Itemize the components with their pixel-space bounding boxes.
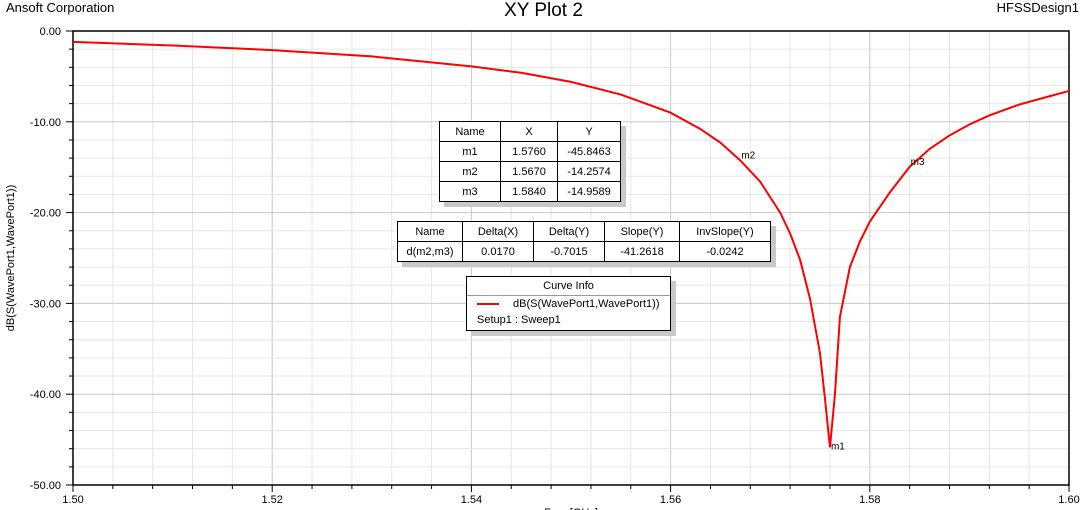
header-y: Y: [557, 121, 621, 142]
x-tick-label: 1.56: [660, 494, 681, 506]
table-row: m3 1.5840 -14.9589: [439, 181, 621, 202]
cell: 1.5760: [500, 141, 558, 162]
header-invslope: InvSlope(Y): [679, 221, 771, 242]
y-axis-label: dB(S(WavePort1,WavePort1)): [5, 185, 17, 332]
header-x: X: [500, 121, 558, 142]
legend-entry[interactable]: dB(S(WavePort1,WavePort1)): [467, 296, 670, 312]
legend-swatch: [477, 303, 499, 305]
curve-info-legend[interactable]: Curve Info dB(S(WavePort1,WavePort1)) Se…: [466, 276, 671, 331]
cell: m3: [439, 181, 501, 202]
cell: -14.2574: [557, 161, 621, 182]
table-row: m1 1.5760 -45.8463: [439, 141, 621, 162]
plot-frame: [72, 30, 1070, 486]
cell: -45.8463: [557, 141, 621, 162]
x-tick-label: 1.54: [461, 494, 482, 506]
cell: m1: [439, 141, 501, 162]
curve-info-title: Curve Info: [467, 277, 670, 296]
header-delta-y: Delta(Y): [533, 221, 605, 242]
series-line: [72, 40, 1070, 448]
delta-table: Name Delta(X) Delta(Y) Slope(Y) InvSlope(Y) …: [397, 221, 771, 262]
y-tick-label: -20.00: [30, 208, 61, 220]
x-tick-label: 1.52: [261, 494, 282, 506]
header-name: Name: [397, 221, 463, 242]
header-slope: Slope(Y): [604, 221, 680, 242]
x-axis-label: Freq [GHz]: [544, 507, 598, 510]
legend-label: dB(S(WavePort1,WavePort1)): [513, 298, 660, 310]
x-tick-label: 1.60: [1058, 494, 1079, 506]
y-tick-label: -50.00: [30, 480, 61, 492]
header-delta-x: Delta(X): [462, 221, 534, 242]
cell: 1.5840: [500, 181, 558, 202]
x-tick-label: 1.50: [62, 494, 83, 506]
x-tick-label: 1.58: [859, 494, 880, 506]
cell: 0.0170: [462, 241, 534, 262]
marker-label-m2: m2: [741, 150, 755, 161]
y-tick-label: -10.00: [30, 117, 61, 129]
header-name: Name: [439, 121, 501, 142]
cell: -14.9589: [557, 181, 621, 202]
marker-table: Name X Y m1 1.5760 -45.8463 m2 1.5670 -14.2574…: [439, 121, 621, 202]
cell: -41.2618: [604, 241, 680, 262]
cell: -0.0242: [679, 241, 771, 262]
y-tick-label: -30.00: [30, 298, 61, 310]
marker-label-m3: m3: [911, 157, 925, 168]
y-tick-label: 0.00: [40, 26, 61, 38]
cell: d(m2,m3): [397, 241, 463, 262]
design-label: HFSSDesign1: [996, 0, 1079, 15]
cell: m2: [439, 161, 501, 182]
cell: -0.7015: [533, 241, 605, 262]
marker-label-m1: m1: [831, 441, 845, 452]
cell: 1.5670: [500, 161, 558, 182]
setup-label: Setup1 : Sweep1: [477, 314, 561, 326]
company-label: Ansoft Corporation: [6, 0, 115, 15]
table-row: m2 1.5670 -14.2574: [439, 161, 621, 182]
table-row: d(m2,m3) 0.0170 -0.7015 -41.2618 -0.0242: [397, 241, 771, 262]
y-tick-label: -40.00: [30, 389, 61, 401]
plot-title: XY Plot 2: [504, 0, 583, 21]
